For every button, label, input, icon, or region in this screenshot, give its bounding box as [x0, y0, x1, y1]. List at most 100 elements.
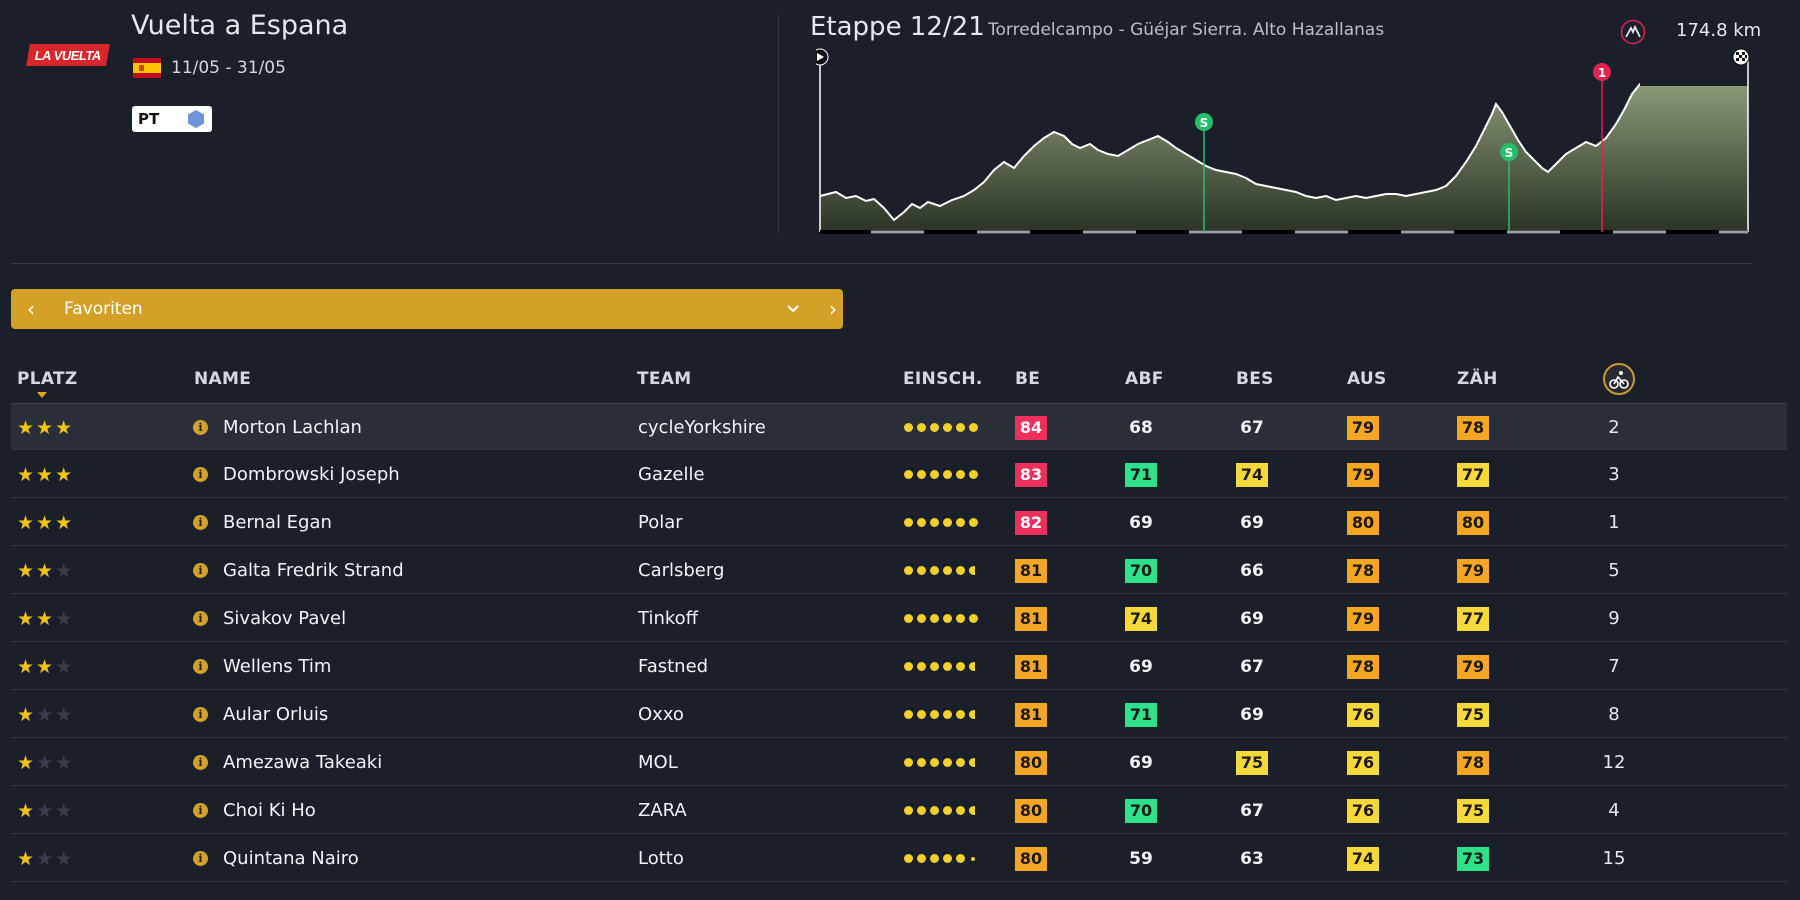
- rider-name[interactable]: Quintana Nairo: [223, 848, 359, 869]
- stat-aus-value: 79: [1347, 462, 1379, 487]
- info-icon[interactable]: i: [193, 691, 208, 738]
- info-icon[interactable]: i: [193, 643, 208, 690]
- table-row[interactable]: ★ ★ ★ i Sivakov Pavel Tinkoff 81 74 69 79 77 9: [11, 595, 1787, 642]
- stat-aus: 76: [1347, 739, 1379, 786]
- star-icon: ★: [17, 655, 35, 678]
- stat-abf-value: 70: [1125, 798, 1157, 823]
- header-aus[interactable]: AUS: [1347, 369, 1387, 389]
- table-row[interactable]: ★ ★ ★ i Choi Ki Ho ZARA 80 70 67 76 75 4: [11, 787, 1787, 834]
- stat-bes-value: 69: [1240, 608, 1264, 629]
- rider-name[interactable]: Galta Fredrik Strand: [223, 560, 404, 581]
- stat-abf-value: 74: [1125, 606, 1157, 631]
- stat-bes: 75: [1236, 739, 1268, 786]
- info-icon[interactable]: i: [193, 451, 208, 498]
- table-row[interactable]: ★ ★ ★ i Morton Lachlan cycleYorkshire 84 68 67 79…: [11, 403, 1787, 450]
- rider-name[interactable]: Amezawa Takeaki: [223, 752, 383, 773]
- rider-rank: 15: [1602, 848, 1626, 869]
- header-bes[interactable]: BES: [1236, 369, 1274, 389]
- stat-aus: 80: [1347, 499, 1379, 546]
- stat-be: 80: [1015, 835, 1047, 882]
- filter-label: Favoriten: [64, 299, 143, 319]
- stat-bes: 67: [1236, 643, 1268, 690]
- stat-zah: 75: [1457, 787, 1489, 834]
- rider-name[interactable]: Bernal Egan: [223, 512, 332, 533]
- rider-team: MOL: [638, 752, 678, 773]
- stat-be: 82: [1015, 499, 1047, 546]
- header-name[interactable]: NAME: [194, 369, 252, 389]
- header-team[interactable]: TEAM: [637, 369, 692, 389]
- stage-profile-chart[interactable]: S S 1: [816, 46, 1754, 236]
- stat-aus-value: 80: [1347, 510, 1379, 535]
- table-row[interactable]: ★ ★ ★ i Quintana Nairo Lotto 80 59 63 74 73 15: [11, 835, 1787, 882]
- rating-stars: ★ ★ ★: [17, 739, 74, 786]
- header-platz[interactable]: PLATZ: [17, 369, 78, 389]
- spain-flag-icon: [133, 58, 161, 78]
- form-dots: [904, 451, 982, 498]
- star-icon: ★: [36, 703, 54, 726]
- rider-name[interactable]: Wellens Tim: [223, 656, 332, 677]
- rider-name[interactable]: Morton Lachlan: [223, 417, 362, 438]
- table-row[interactable]: ★ ★ ★ i Galta Fredrik Strand Carlsberg 81 70 66 7…: [11, 547, 1787, 594]
- stat-be-value: 84: [1015, 415, 1047, 440]
- rider-name[interactable]: Aular Orluis: [223, 704, 329, 725]
- stat-bes: 69: [1236, 691, 1268, 738]
- filter-selector[interactable]: ‹ Favoriten ›: [11, 289, 843, 329]
- stage-title: Etappe 12/21: [810, 12, 985, 42]
- info-icon[interactable]: i: [193, 787, 208, 834]
- rating-stars: ★ ★ ★: [17, 547, 74, 594]
- logo-text: LA VUELTA: [33, 47, 103, 63]
- stat-zah: 73: [1457, 835, 1489, 882]
- table-row[interactable]: ★ ★ ★ i Dombrowski Joseph Gazelle 83 71 74 79 77 3: [11, 451, 1787, 498]
- info-icon[interactable]: i: [193, 835, 208, 882]
- chevron-right-icon[interactable]: ›: [829, 297, 837, 321]
- mountain-profile-icon[interactable]: [1620, 19, 1646, 45]
- stat-abf: 74: [1125, 595, 1157, 642]
- stat-abf-value: 68: [1129, 417, 1153, 438]
- info-icon[interactable]: i: [193, 739, 208, 786]
- stat-zah-value: 73: [1457, 846, 1489, 871]
- stat-abf: 69: [1125, 499, 1157, 546]
- rider-team: Polar: [638, 512, 683, 533]
- table-row[interactable]: ★ ★ ★ i Bernal Egan Polar 82 69 69 80 80 1: [11, 499, 1787, 546]
- header-be[interactable]: BE: [1015, 369, 1041, 389]
- stat-aus: 79: [1347, 404, 1379, 451]
- table-row[interactable]: ★ ★ ★ i Amezawa Takeaki MOL 80 69 75 76 78 12: [11, 739, 1787, 786]
- race-dates: 11/05 - 31/05: [171, 58, 286, 78]
- rider-name[interactable]: Choi Ki Ho: [223, 800, 316, 821]
- form-dots: [904, 787, 979, 834]
- stat-aus: 76: [1347, 787, 1379, 834]
- info-icon[interactable]: i: [193, 547, 208, 594]
- form-dots: [904, 595, 982, 642]
- sprint-marker-2: [1500, 143, 1518, 161]
- header-zah[interactable]: ZÄH: [1457, 369, 1498, 389]
- stat-be-value: 83: [1015, 462, 1047, 487]
- table-row[interactable]: ★ ★ ★ i Wellens Tim Fastned 81 69 67 78 79 7: [11, 643, 1787, 690]
- chevron-left-icon[interactable]: ‹: [27, 297, 35, 321]
- stat-zah-value: 78: [1457, 750, 1489, 775]
- form-dots: [904, 499, 982, 546]
- table-row[interactable]: ★ ★ ★ i Aular Orluis Oxxo 81 71 69 76 75 8: [11, 691, 1787, 738]
- info-icon[interactable]: i: [193, 595, 208, 642]
- rider-rank: 9: [1608, 608, 1620, 629]
- rider-name[interactable]: Sivakov Pavel: [223, 608, 347, 629]
- star-icon: ★: [17, 463, 35, 486]
- stat-bes: 74: [1236, 451, 1268, 498]
- star-icon: ★: [55, 607, 73, 630]
- rider-team: cycleYorkshire: [638, 417, 766, 438]
- info-icon[interactable]: i: [193, 499, 208, 546]
- rider-name[interactable]: Dombrowski Joseph: [223, 464, 400, 485]
- info-icon[interactable]: i: [193, 404, 208, 451]
- stat-aus-value: 79: [1347, 415, 1379, 440]
- section-divider: [11, 263, 1753, 264]
- stat-aus: 78: [1347, 643, 1379, 690]
- stat-zah-value: 75: [1457, 798, 1489, 823]
- cyclist-icon[interactable]: [1603, 363, 1635, 395]
- star-icon: ★: [17, 511, 35, 534]
- stat-bes: 66: [1236, 547, 1268, 594]
- stat-aus: 74: [1347, 835, 1379, 882]
- header-abf[interactable]: ABF: [1125, 369, 1164, 389]
- chevron-down-icon[interactable]: [778, 289, 808, 329]
- header-einsch[interactable]: EINSCH.: [903, 369, 983, 389]
- stat-bes-value: 67: [1240, 417, 1264, 438]
- form-dots: [904, 547, 979, 594]
